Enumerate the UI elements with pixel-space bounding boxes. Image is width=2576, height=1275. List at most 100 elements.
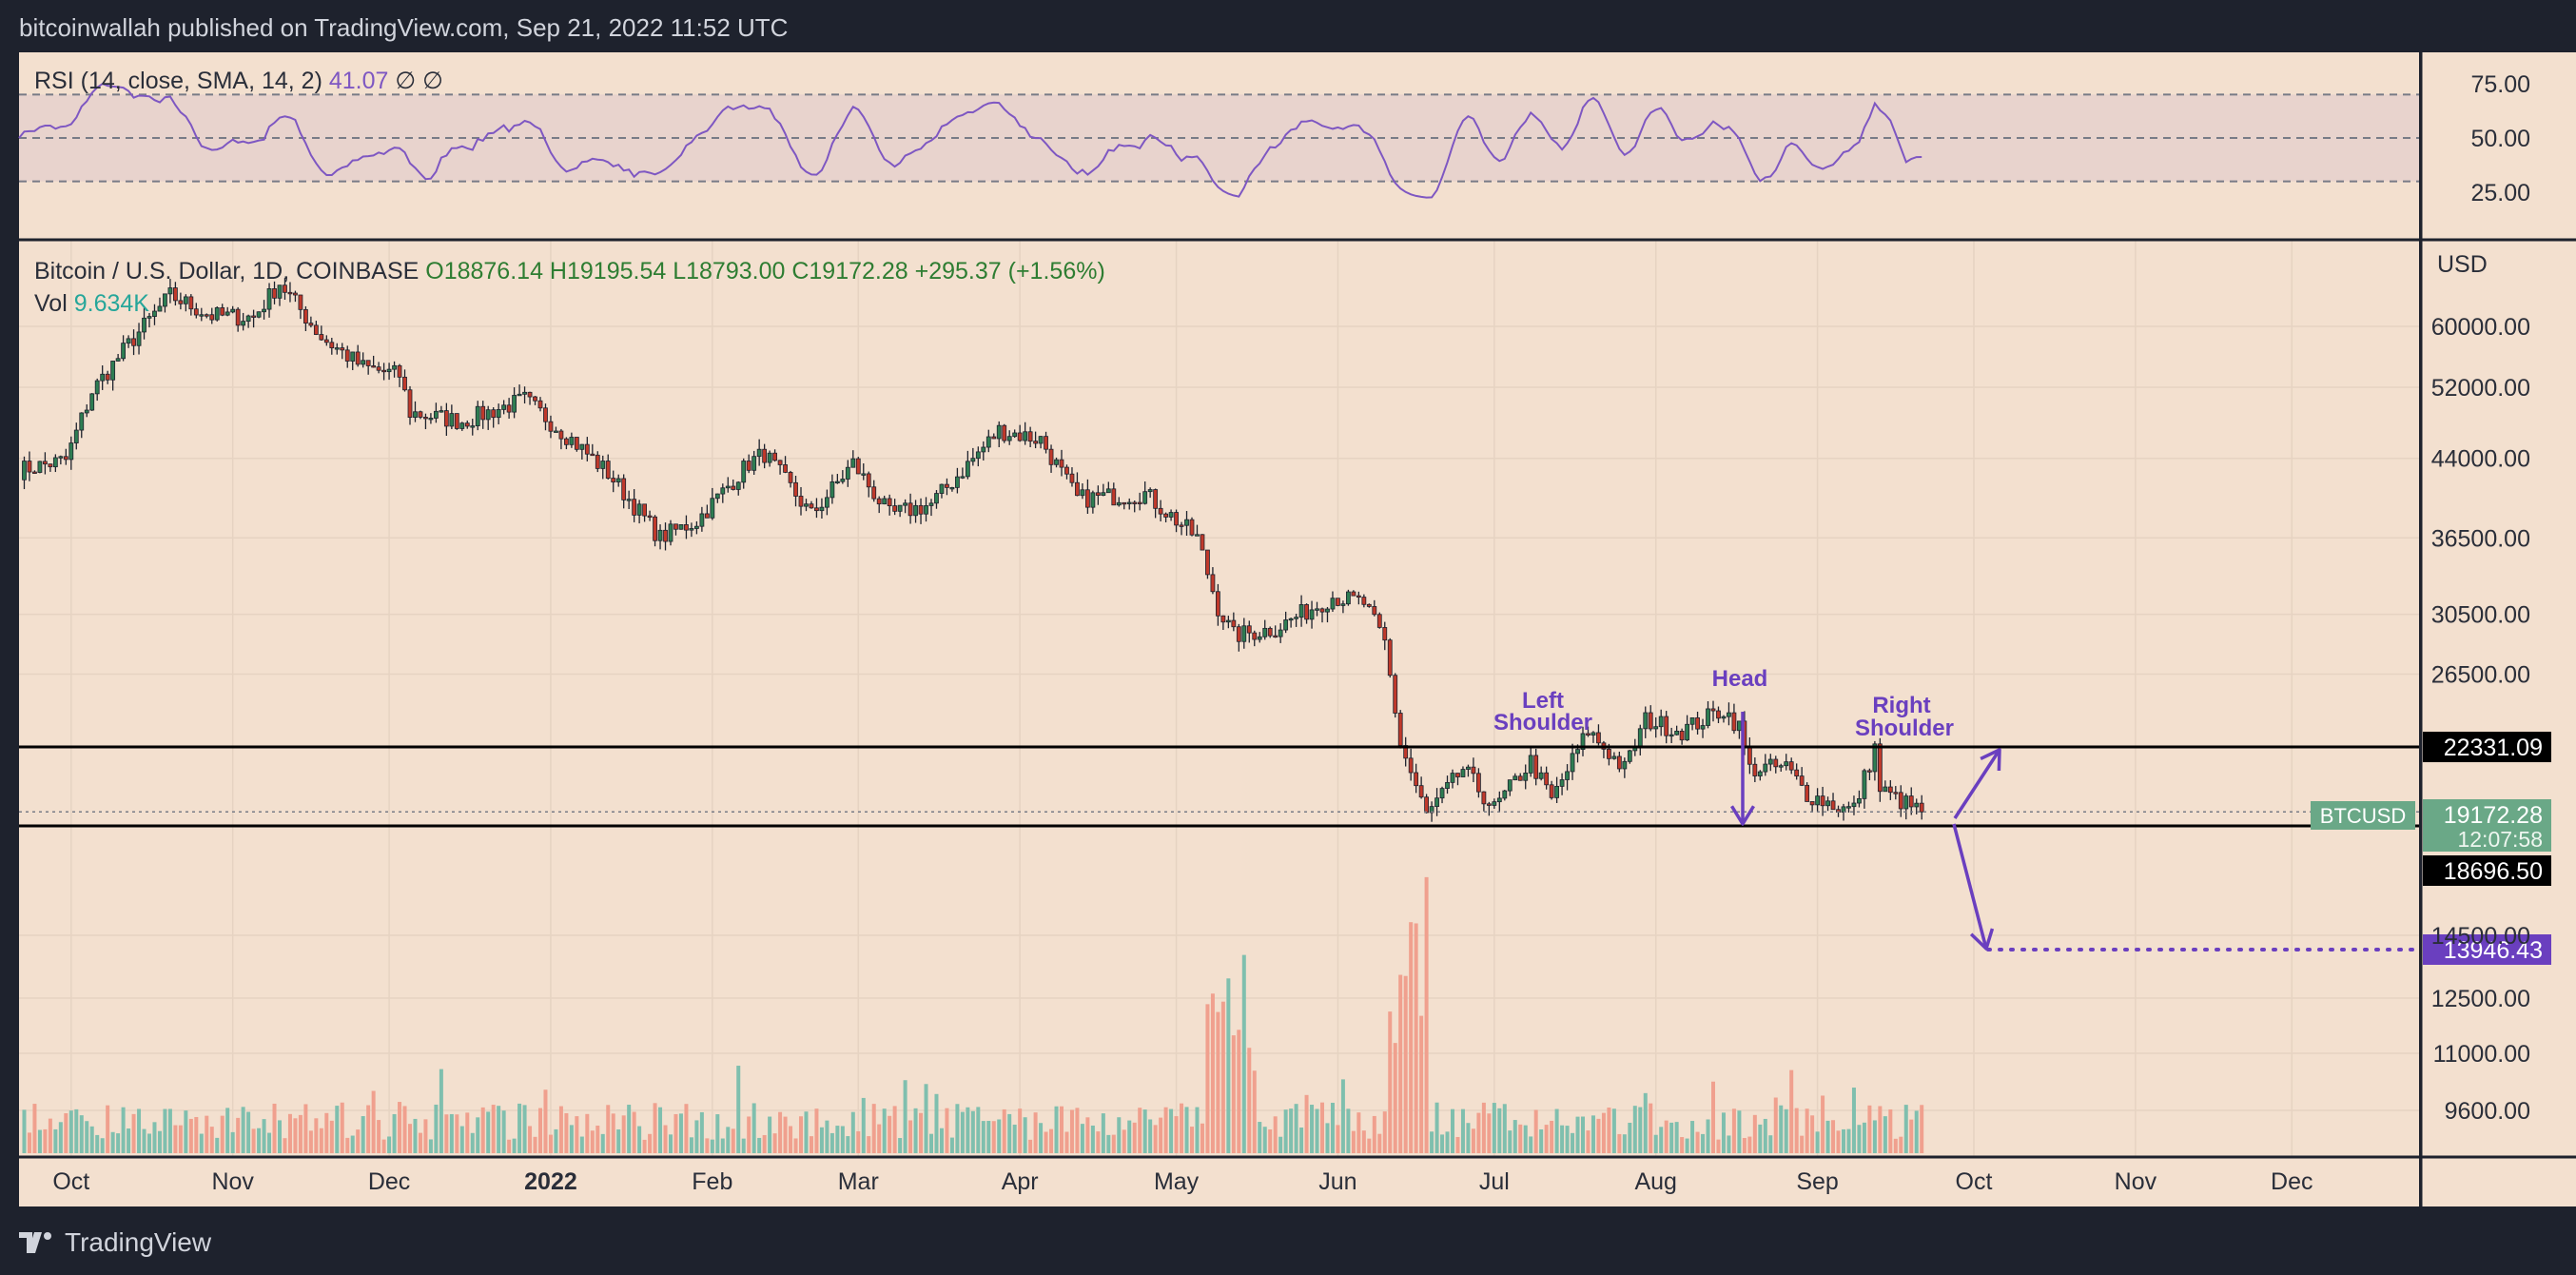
candle-body bbox=[1059, 459, 1064, 468]
candle-body bbox=[965, 461, 970, 478]
volume-bar bbox=[1659, 1127, 1664, 1153]
volume-bar bbox=[423, 1119, 428, 1153]
volume-bar bbox=[1101, 1113, 1105, 1153]
candle-body bbox=[1716, 710, 1721, 719]
candle-body bbox=[1549, 784, 1554, 798]
candle-body bbox=[344, 349, 350, 362]
volume-bar bbox=[1768, 1135, 1773, 1153]
volume-bar bbox=[699, 1111, 704, 1153]
volume-bar bbox=[1169, 1108, 1174, 1153]
candle-body bbox=[110, 361, 116, 381]
volume-bar bbox=[819, 1127, 824, 1153]
candle-body bbox=[413, 411, 418, 419]
volume-bar bbox=[1737, 1110, 1742, 1153]
volume-bar bbox=[95, 1134, 100, 1153]
volume-bar bbox=[53, 1128, 58, 1153]
volume-bar bbox=[1451, 1108, 1454, 1153]
candle-body bbox=[1023, 431, 1028, 441]
candle-body bbox=[1637, 728, 1643, 749]
rsi-legend-icons: ∅ ∅ bbox=[395, 68, 443, 94]
candle-body bbox=[100, 373, 106, 382]
candle-body bbox=[115, 358, 121, 362]
volume-bar bbox=[1205, 1004, 1210, 1153]
volume-bar bbox=[1153, 1125, 1158, 1153]
volume-bar bbox=[392, 1113, 397, 1153]
candle-body bbox=[1075, 481, 1080, 497]
volume-bar bbox=[1581, 1116, 1585, 1153]
candle-body bbox=[1586, 733, 1590, 736]
candle-body bbox=[1778, 765, 1784, 768]
candle-body bbox=[1872, 743, 1878, 773]
volume-bar bbox=[1122, 1129, 1126, 1153]
candle-body bbox=[615, 478, 621, 482]
candle-body bbox=[1298, 604, 1304, 618]
candle-body bbox=[1387, 639, 1393, 677]
candle-body bbox=[767, 452, 772, 463]
volume-bar bbox=[178, 1125, 183, 1153]
candle-body bbox=[1903, 795, 1909, 810]
volume-bar bbox=[209, 1127, 214, 1153]
target-price-tag-bg bbox=[2423, 934, 2551, 965]
candle-body bbox=[788, 471, 793, 483]
volume-bar bbox=[470, 1132, 475, 1153]
symbol-name[interactable]: Bitcoin / U.S. Dollar, 1D, COINBASE bbox=[34, 258, 420, 284]
tradingview-brand[interactable]: TradingView bbox=[19, 1224, 211, 1262]
candle-body bbox=[829, 481, 835, 499]
candle-body bbox=[105, 373, 110, 381]
candle-body bbox=[283, 284, 287, 293]
volume-bar bbox=[658, 1107, 663, 1153]
volume-bar bbox=[585, 1113, 590, 1153]
volume-bar bbox=[955, 1104, 960, 1153]
resistance-price-tag-bg bbox=[2423, 732, 2551, 763]
volume-bar bbox=[184, 1110, 188, 1153]
volume-bar bbox=[188, 1118, 193, 1153]
candle-body bbox=[1418, 785, 1424, 798]
volume-bar bbox=[1794, 1108, 1799, 1153]
volume-bar bbox=[1842, 1128, 1845, 1153]
volume-bar bbox=[976, 1107, 981, 1153]
volume-bar bbox=[945, 1108, 949, 1153]
candle-body bbox=[209, 314, 215, 321]
candle-body bbox=[443, 410, 449, 427]
candle-body bbox=[1085, 489, 1090, 508]
volume-bar bbox=[1382, 1111, 1387, 1153]
candle-body bbox=[1731, 712, 1737, 732]
candle-body bbox=[668, 523, 673, 542]
volume-bar bbox=[1836, 1130, 1841, 1153]
candle-body bbox=[537, 400, 543, 409]
volume-bar bbox=[1632, 1106, 1637, 1153]
volume-bar bbox=[1315, 1108, 1319, 1153]
candle-body bbox=[1225, 619, 1231, 623]
candle-body bbox=[1304, 604, 1309, 620]
volume-bar bbox=[1430, 1131, 1434, 1153]
candle-body bbox=[714, 493, 720, 500]
candle-body bbox=[334, 347, 340, 350]
volume-bar bbox=[64, 1112, 68, 1153]
pattern-label: Left bbox=[1522, 688, 1564, 714]
candle-body bbox=[329, 342, 335, 349]
pattern-label: Shoulder bbox=[1855, 716, 1954, 741]
candle-body bbox=[945, 483, 949, 488]
y-tick-label: 11000.00 bbox=[2433, 1041, 2530, 1068]
volume-bar bbox=[1069, 1109, 1074, 1153]
volume-bar bbox=[789, 1126, 793, 1153]
volume-bar bbox=[131, 1113, 136, 1153]
volume-bar bbox=[142, 1128, 146, 1153]
volume-bar bbox=[960, 1111, 965, 1153]
volume-bar bbox=[1742, 1137, 1747, 1153]
volume-bar bbox=[1180, 1103, 1184, 1153]
candle-body bbox=[84, 409, 89, 414]
rsi-tick-label: 50.00 bbox=[2470, 126, 2530, 152]
volume-bar bbox=[1492, 1103, 1496, 1153]
candle-body bbox=[287, 291, 293, 295]
volume-bar bbox=[528, 1126, 533, 1153]
volume-bar bbox=[1044, 1131, 1048, 1153]
volume-bar bbox=[1403, 975, 1408, 1153]
candle-body bbox=[1737, 720, 1742, 732]
volume-bar bbox=[1002, 1108, 1006, 1153]
volume-bar bbox=[1080, 1124, 1084, 1153]
volume-bar bbox=[1090, 1125, 1095, 1153]
volume-bar bbox=[225, 1108, 230, 1153]
candle-body bbox=[1126, 501, 1132, 504]
